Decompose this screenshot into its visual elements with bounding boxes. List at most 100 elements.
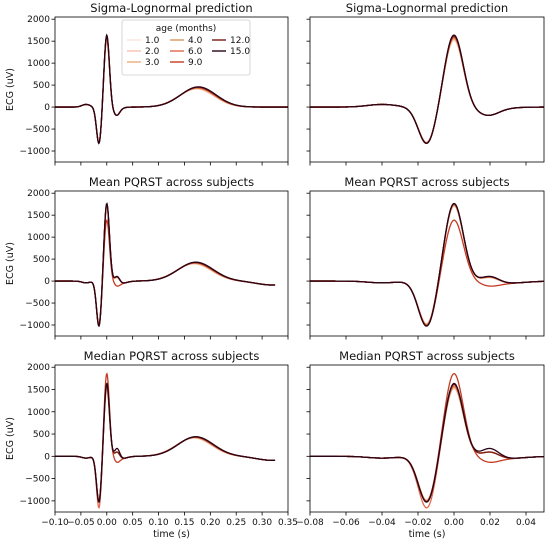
series-line-age-2.0 bbox=[55, 204, 276, 325]
series-line-age-4.0 bbox=[310, 204, 544, 326]
y-tick-label: 0 bbox=[44, 103, 50, 113]
series-line-age-12.0 bbox=[310, 383, 544, 503]
y-tick-label: 0 bbox=[44, 277, 50, 287]
panel-p21: Mean PQRST across subjects 2000 1500 1000 50… bbox=[5, 175, 289, 340]
series-line-age-2.0 bbox=[310, 387, 544, 501]
series-line-age-15.0 bbox=[55, 33, 288, 145]
y-axis-label: ECG (uV) bbox=[5, 417, 16, 460]
panel-p11: Sigma-Lognormal prediction 2000 1500 1000 50… bbox=[5, 1, 289, 166]
panel-title: Mean PQRST across subjects bbox=[344, 175, 509, 189]
series-line-age-6.0 bbox=[310, 203, 544, 326]
y-tick-label: 500 bbox=[33, 81, 50, 91]
series-line-age-15.0 bbox=[55, 202, 276, 327]
legend-label-age-2.0: 2.0 bbox=[145, 47, 160, 57]
series-line-age-9.0 bbox=[55, 219, 276, 327]
y-tick-label: 2000 bbox=[27, 189, 50, 199]
legend-label-age-9.0: 9.0 bbox=[188, 58, 203, 68]
y-tick-label: 0 bbox=[44, 452, 50, 462]
y-tick-label: −500 bbox=[25, 299, 50, 309]
series-line-age-9.0 bbox=[310, 35, 544, 144]
y-tick-label: −1000 bbox=[20, 147, 51, 157]
series-line-age-2.0 bbox=[310, 205, 544, 325]
y-tick-label: −1000 bbox=[20, 321, 51, 331]
series-line-age-15.0 bbox=[55, 382, 276, 503]
panel-title: Sigma-Lognormal prediction bbox=[90, 1, 252, 15]
x-tick-label: −0.08 bbox=[296, 518, 324, 528]
x-tick-label: 0.00 bbox=[97, 518, 117, 528]
x-tick-label: 0.00 bbox=[444, 518, 464, 528]
panel-p32: Median PQRST across subjects −0.08 −0.06 −0… bbox=[296, 349, 545, 540]
legend-label-age-12.0: 12.0 bbox=[230, 36, 250, 46]
x-tick-label: 0.05 bbox=[123, 518, 143, 528]
y-tick-label: 500 bbox=[33, 255, 50, 265]
x-tick-label: −0.10 bbox=[41, 518, 69, 528]
x-tick-label: 0.25 bbox=[226, 518, 246, 528]
series-line-age-15.0 bbox=[310, 382, 544, 503]
panel-title: Sigma-Lognormal prediction bbox=[346, 1, 508, 15]
legend-box bbox=[121, 19, 251, 76]
series-line-age-6.0 bbox=[55, 384, 276, 509]
series-line-age-9.0 bbox=[55, 372, 276, 503]
y-tick-label: −500 bbox=[25, 475, 50, 485]
series-line-age-2.0 bbox=[55, 386, 276, 502]
series-line-age-1.0 bbox=[310, 205, 544, 325]
series-line-age-6.0 bbox=[55, 203, 276, 326]
series-line-age-9.0 bbox=[310, 219, 544, 327]
x-tick-label: 0.30 bbox=[252, 518, 272, 528]
x-tick-label: 0.04 bbox=[516, 518, 536, 528]
series-line-age-2.0 bbox=[310, 38, 544, 143]
panel-title: Median PQRST across subjects bbox=[339, 349, 515, 363]
y-tick-label: 2000 bbox=[27, 15, 50, 25]
series-line-age-6.0 bbox=[310, 36, 544, 144]
series-line-age-4.0 bbox=[55, 203, 276, 326]
panel-p12: Sigma-Lognormal prediction bbox=[306, 1, 545, 166]
series-line-age-9.0 bbox=[310, 373, 544, 502]
series-line-age-3.0 bbox=[55, 386, 276, 502]
x-tick-label: 0.35 bbox=[278, 518, 298, 528]
y-tick-label: 1500 bbox=[27, 37, 50, 47]
y-axis-label: ECG (uV) bbox=[5, 68, 16, 111]
legend-title: age (months) bbox=[156, 24, 217, 34]
y-tick-label: 1000 bbox=[27, 59, 50, 69]
series-line-age-12.0 bbox=[310, 35, 544, 144]
plot-frame bbox=[309, 190, 545, 337]
series-line-age-1.0 bbox=[55, 204, 276, 325]
y-axis-label: ECG (uV) bbox=[5, 242, 16, 285]
legend-label-age-15.0: 15.0 bbox=[230, 47, 250, 57]
panel-p22: Mean PQRST across subjects bbox=[306, 175, 545, 340]
series-line-age-15.0 bbox=[310, 34, 544, 145]
series-line-age-4.0 bbox=[310, 385, 544, 502]
panel-p31: Median PQRST across subjects 2000 1500 1000… bbox=[5, 349, 298, 540]
plot-frame bbox=[54, 190, 289, 337]
series-line-age-3.0 bbox=[310, 204, 544, 325]
x-tick-label: −0.05 bbox=[67, 518, 95, 528]
x-tick-label: 0.15 bbox=[174, 518, 194, 528]
y-tick-label: −500 bbox=[25, 125, 50, 135]
legend-label-age-4.0: 4.0 bbox=[188, 36, 203, 46]
plot-frame bbox=[54, 364, 289, 513]
legend-label-age-6.0: 6.0 bbox=[188, 47, 203, 57]
series-line-age-1.0 bbox=[310, 39, 544, 143]
x-axis-label: time (s) bbox=[153, 529, 190, 540]
series-line-age-1.0 bbox=[55, 387, 276, 501]
y-tick-label: −1000 bbox=[20, 497, 51, 507]
y-tick-label: 1000 bbox=[27, 408, 50, 418]
x-tick-label: −0.06 bbox=[332, 518, 360, 528]
legend-label-age-3.0: 3.0 bbox=[145, 58, 160, 68]
series-line-age-4.0 bbox=[55, 385, 276, 502]
y-tick-label: 500 bbox=[33, 430, 50, 440]
series-line-age-3.0 bbox=[310, 38, 544, 144]
x-tick-label: 0.20 bbox=[200, 518, 220, 528]
series-line-age-3.0 bbox=[310, 386, 544, 502]
y-tick-label: 1500 bbox=[27, 211, 50, 221]
x-tick-label: −0.04 bbox=[368, 518, 396, 528]
plot-frame bbox=[54, 16, 289, 163]
y-tick-label: 1000 bbox=[27, 233, 50, 243]
series-line-age-3.0 bbox=[55, 204, 276, 326]
panel-title: Median PQRST across subjects bbox=[84, 349, 260, 363]
legend-label-age-1.0: 1.0 bbox=[145, 36, 160, 46]
y-tick-label: 1500 bbox=[27, 386, 50, 396]
plot-frame bbox=[309, 16, 545, 163]
series-line-age-15.0 bbox=[310, 202, 544, 327]
